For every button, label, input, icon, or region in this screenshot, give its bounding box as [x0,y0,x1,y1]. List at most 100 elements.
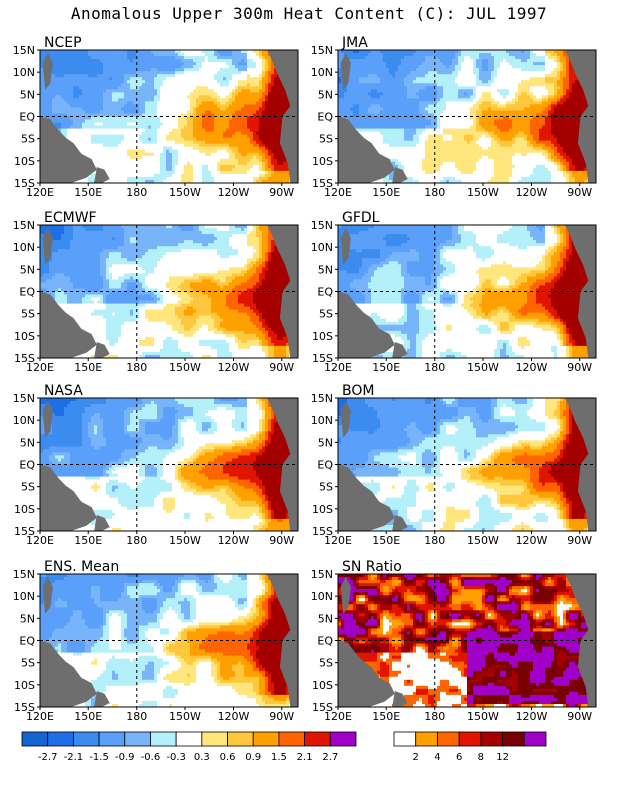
heat-cell [217,101,221,105]
heat-cell [274,161,278,166]
heat-cell [380,77,384,81]
heat-cell [151,137,155,142]
heat-cell [208,167,212,172]
heat-cell [199,173,203,178]
heat-cell [386,119,390,123]
heat-cell [232,131,236,136]
heat-cell [124,173,128,178]
heat-cell [127,101,131,105]
heat-cell [160,53,164,57]
heat-cell [401,62,405,66]
heat-cell [365,125,369,129]
heat-cell [55,59,59,63]
heat-cell [169,92,173,96]
heat-cell [55,125,59,129]
heat-cell [196,101,200,105]
heat-cell [184,179,188,184]
heat-cell [362,134,366,139]
heat-cell [226,107,230,111]
heat-cell [184,116,188,120]
heat-cell [139,137,143,142]
heat-cell [377,95,381,99]
heat-cell [407,59,411,63]
heat-cell [178,53,182,57]
heat-cell [127,137,131,142]
heat-cell [169,56,173,60]
heat-cell [353,89,357,93]
heat-cell [172,113,176,117]
heat-cell [214,107,218,111]
heat-cell [112,50,116,54]
heat-cell [398,83,402,87]
heat-cell [79,92,83,96]
heat-cell [238,170,242,175]
heat-cell [142,65,146,69]
heat-cell [70,125,74,129]
heat-cell [392,149,396,154]
heat-cell [196,137,200,142]
heat-cell [100,74,104,78]
heat-cell [55,89,59,93]
heat-cell [166,89,170,93]
heat-cell [100,113,104,117]
heat-cell [136,170,140,175]
heat-cell [145,119,149,123]
heat-cell [341,50,345,54]
heat-cell [61,56,65,60]
heat-cell [404,146,408,151]
heat-cell [404,125,408,129]
heat-cell [401,116,405,120]
heat-cell [49,53,53,57]
heat-cell [283,158,287,163]
heat-cell [344,89,348,93]
heat-cell [241,104,245,108]
heat-cell [350,74,354,78]
heat-cell [398,104,402,108]
heat-cell [389,74,393,78]
heat-cell [88,134,92,139]
heat-cell [166,92,170,96]
heat-cell [127,110,131,114]
heat-cell [181,86,185,90]
heat-cell [338,50,342,54]
heat-cell [136,107,140,111]
heat-cell [148,101,152,105]
heat-cell [211,110,215,114]
heat-cell [175,56,179,60]
heat-cell [148,149,152,154]
heat-cell [413,62,417,66]
heat-cell [214,137,218,142]
heat-cell [401,143,405,148]
heat-cell [241,164,245,169]
heat-cell [371,140,375,145]
heat-cell [160,98,164,102]
heat-cell [211,107,215,111]
heat-cell [283,92,287,96]
heat-cell [286,104,290,108]
heat-cell [247,89,251,93]
heat-cell [94,146,98,151]
heat-cell [94,119,98,123]
heat-cell [61,92,65,96]
heat-cell [383,128,387,133]
heat-cell [268,113,272,117]
heat-cell [175,77,179,81]
heat-cell [247,158,251,163]
heat-cell [151,65,155,69]
heat-cell [106,170,110,175]
heat-cell [187,131,191,136]
y-tick-label: 15S [14,177,35,190]
heat-cell [145,86,149,90]
heat-cell [223,92,227,96]
heat-cell [49,56,53,60]
heat-cell [169,77,173,81]
heat-cell [94,161,98,166]
heat-cell [127,176,131,181]
heat-cell [232,98,236,102]
heat-cell [253,92,257,96]
heat-cell [410,77,414,81]
heat-cell [410,89,414,93]
heat-cell [115,68,119,72]
heat-cell [103,92,107,96]
heat-cell [148,173,152,178]
